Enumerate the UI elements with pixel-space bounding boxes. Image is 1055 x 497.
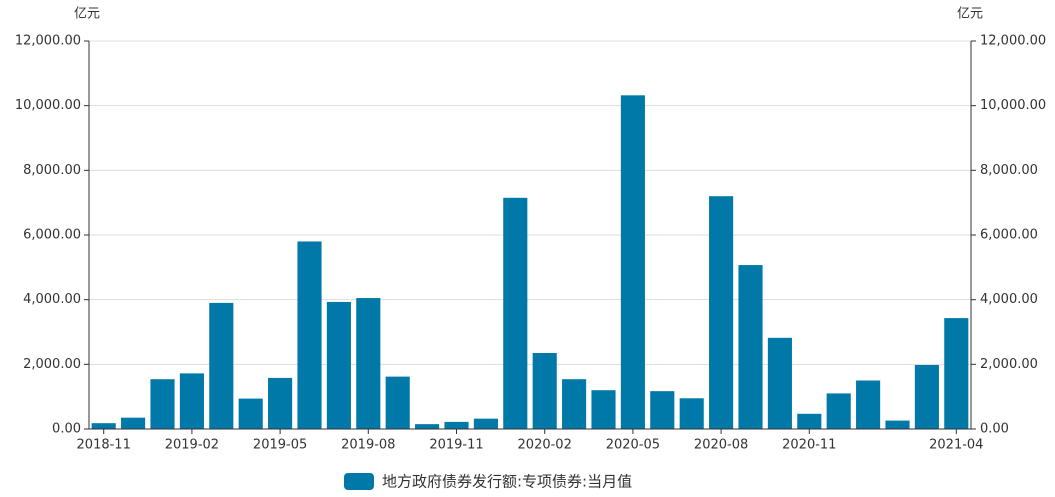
bar bbox=[885, 420, 910, 429]
x-tick-label: 2020-11 bbox=[782, 438, 836, 453]
y2-tick-label: 8,000.00 bbox=[980, 163, 1038, 178]
bar bbox=[473, 418, 498, 429]
bar bbox=[679, 398, 704, 429]
bar bbox=[209, 302, 234, 429]
bar bbox=[826, 393, 851, 429]
x-tick-label: 2018-11 bbox=[77, 438, 131, 453]
bar bbox=[532, 353, 557, 429]
y2-tick-label: 2,000.00 bbox=[980, 357, 1038, 372]
legend-swatch bbox=[344, 473, 374, 490]
bar bbox=[444, 421, 469, 429]
bar bbox=[415, 424, 440, 429]
y2-tick-label: 10,000.00 bbox=[980, 98, 1046, 113]
bar bbox=[268, 377, 293, 429]
bar bbox=[91, 423, 116, 429]
bar bbox=[620, 95, 645, 429]
y-tick-label: 12,000.00 bbox=[15, 34, 81, 49]
y2-axis-unit: 亿元 bbox=[957, 7, 983, 22]
y-tick-label: 4,000.00 bbox=[23, 292, 81, 307]
x-tick-label: 2020-02 bbox=[518, 438, 572, 453]
y2-tick-label: 4,000.00 bbox=[980, 292, 1038, 307]
bar bbox=[238, 398, 263, 429]
y2-tick-label: 0.00 bbox=[980, 422, 1009, 437]
x-tick-label: 2021-04 bbox=[929, 438, 983, 453]
bar bbox=[150, 379, 175, 429]
bar bbox=[385, 376, 410, 429]
legend-label: 地方政府债券发行额:专项债券:当月值 bbox=[382, 473, 632, 491]
y-tick-label: 2,000.00 bbox=[23, 357, 81, 372]
bar bbox=[297, 241, 322, 429]
bar bbox=[944, 318, 969, 429]
x-tick-label: 2019-08 bbox=[341, 438, 395, 453]
bar bbox=[121, 417, 146, 429]
bar bbox=[767, 337, 792, 429]
bar bbox=[914, 364, 939, 429]
x-tick-label: 2019-11 bbox=[429, 438, 483, 453]
x-tick-label: 2019-02 bbox=[165, 438, 219, 453]
y-tick-label: 6,000.00 bbox=[23, 228, 81, 243]
x-tick-label: 2020-08 bbox=[694, 438, 748, 453]
y2-tick-label: 12,000.00 bbox=[980, 34, 1046, 49]
bar bbox=[356, 298, 381, 429]
bar bbox=[562, 379, 587, 429]
bar bbox=[591, 390, 616, 429]
bar bbox=[650, 391, 675, 429]
x-tick-label: 2019-05 bbox=[253, 438, 307, 453]
bar bbox=[738, 265, 763, 429]
bar bbox=[179, 373, 204, 429]
bar bbox=[709, 196, 734, 429]
x-tick-label: 2020-05 bbox=[606, 438, 660, 453]
bar bbox=[326, 301, 351, 429]
y2-tick-label: 6,000.00 bbox=[980, 228, 1038, 243]
y-tick-label: 10,000.00 bbox=[15, 98, 81, 113]
y-tick-label: 0.00 bbox=[52, 422, 81, 437]
y-axis-unit: 亿元 bbox=[74, 7, 100, 22]
bar bbox=[856, 380, 881, 429]
bar bbox=[503, 197, 528, 429]
bar bbox=[797, 413, 822, 429]
y-tick-label: 8,000.00 bbox=[23, 163, 81, 178]
